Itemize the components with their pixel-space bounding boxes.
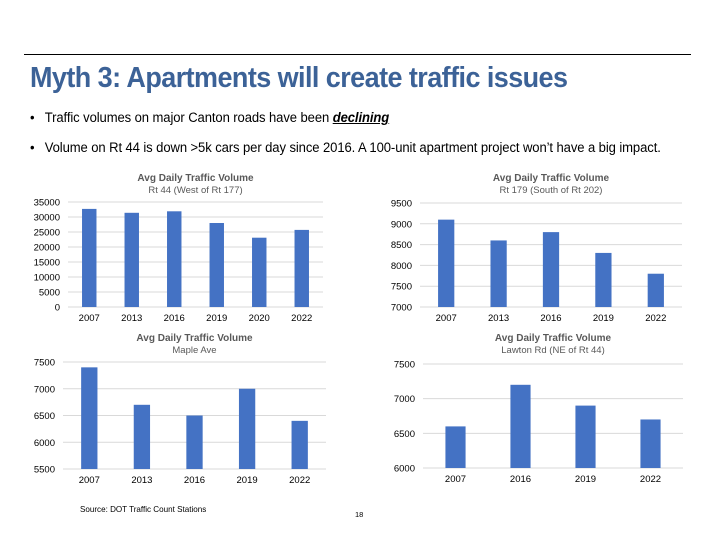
bullet-text: Volume on Rt 44 is down >5k cars per day… [44, 140, 661, 156]
y-tick-label: 20000 [34, 243, 60, 254]
bar [490, 240, 507, 307]
bar [647, 273, 664, 307]
chart-title: Avg Daily Traffic Volume [493, 173, 610, 184]
bar [445, 426, 466, 468]
x-tick-label: 2022 [640, 474, 661, 485]
page-number: 18 [355, 510, 364, 519]
bar [640, 419, 661, 468]
y-tick-label: 7500 [391, 282, 412, 293]
bar [438, 219, 455, 307]
bar [238, 388, 256, 469]
chart-title: Avg Daily Traffic Volume [495, 333, 612, 344]
x-tick-label: 2016 [164, 313, 185, 324]
x-tick-label: 2019 [206, 313, 227, 324]
x-tick-label: 2016 [540, 313, 561, 324]
bullet-icon: • [30, 110, 35, 126]
x-tick-label: 2016 [184, 475, 205, 486]
x-tick-label: 2013 [131, 475, 152, 486]
slide-title: Myth 3: Apartments will create traffic i… [30, 62, 568, 94]
bullet-icon: • [30, 140, 35, 156]
bullet-item: • Volume on Rt 44 is down >5k cars per d… [30, 138, 661, 168]
bar [82, 208, 97, 307]
bar [595, 252, 612, 307]
chart-title: Avg Daily Traffic Volume [136, 333, 253, 344]
y-tick-label: 30000 [34, 213, 60, 224]
bar [510, 384, 531, 468]
y-tick-label: 6000 [34, 438, 55, 449]
x-tick-label: 2019 [593, 313, 614, 324]
y-tick-label: 15000 [34, 258, 60, 269]
bar [542, 232, 560, 307]
y-tick-label: 6500 [34, 411, 55, 422]
y-tick-label: 6500 [394, 429, 415, 440]
bullet-text: Traffic volumes on major Canton roads ha… [44, 110, 333, 126]
bar [209, 223, 224, 307]
x-tick-label: 2019 [237, 475, 258, 486]
y-tick-label: 7000 [394, 394, 415, 405]
y-tick-label: 0 [55, 303, 60, 314]
x-tick-label: 2022 [645, 313, 666, 324]
y-tick-label: 7000 [34, 384, 55, 395]
chart-lawton-rd: Avg Daily Traffic Volume Lawton Rd (NE of… [360, 328, 720, 488]
chart-title: Avg Daily Traffic Volume [137, 173, 254, 184]
y-tick-label: 8000 [391, 261, 412, 272]
x-tick-label: 2007 [436, 313, 457, 324]
y-tick-label: 9000 [391, 219, 412, 230]
chart-subtitle: Maple Ave [172, 345, 216, 356]
bar [167, 211, 182, 307]
y-tick-label: 25000 [34, 228, 60, 239]
y-tick-label: 35000 [34, 198, 60, 209]
bullet-item: • Traffic volumes on major Canton roads … [30, 108, 661, 138]
x-tick-label: 2022 [291, 313, 312, 324]
chart-maple-ave: Avg Daily Traffic Volume Maple Ave 5500 600… [0, 328, 360, 488]
chart-subtitle: Rt 179 (South of Rt 202) [500, 185, 603, 196]
x-tick-label: 2016 [510, 474, 531, 485]
bullet-list: • Traffic volumes on major Canton roads … [30, 108, 716, 168]
bar [575, 405, 596, 468]
x-tick-label: 2022 [289, 475, 310, 486]
bar [252, 237, 267, 307]
y-tick-label: 7000 [391, 303, 412, 314]
y-tick-label: 8500 [391, 240, 412, 251]
y-tick-label: 9500 [391, 199, 412, 210]
bar [186, 415, 203, 469]
x-tick-label: 2007 [445, 474, 466, 485]
x-tick-label: 2013 [488, 313, 509, 324]
bar [291, 420, 308, 469]
bar [133, 404, 151, 469]
y-tick-label: 6000 [394, 464, 415, 475]
y-tick-label: 5500 [34, 465, 55, 476]
chart-rt179: Avg Daily Traffic Volume Rt 179 (South of… [360, 168, 720, 328]
x-tick-label: 2020 [249, 313, 270, 324]
y-tick-label: 5000 [39, 288, 60, 299]
source-note: Source: DOT Traffic Count Stations [80, 504, 207, 514]
chart-rt44: Avg Daily Traffic Volume Rt 44 (West of R… [0, 168, 360, 328]
x-tick-label: 2007 [79, 475, 100, 486]
x-tick-label: 2019 [575, 474, 596, 485]
chart-subtitle: Lawton Rd (NE of Rt 44) [501, 345, 605, 356]
bar [81, 367, 98, 469]
chart-subtitle: Rt 44 (West of Rt 177) [148, 185, 242, 196]
header-divider [24, 54, 691, 55]
y-tick-label: 7500 [394, 360, 415, 371]
x-tick-label: 2013 [121, 313, 142, 324]
bar [124, 212, 139, 307]
y-tick-label: 10000 [34, 273, 60, 284]
y-tick-label: 7500 [34, 358, 55, 369]
x-tick-label: 2007 [79, 313, 100, 324]
bullet-emphasis: declining [332, 110, 390, 126]
bar [294, 229, 309, 307]
